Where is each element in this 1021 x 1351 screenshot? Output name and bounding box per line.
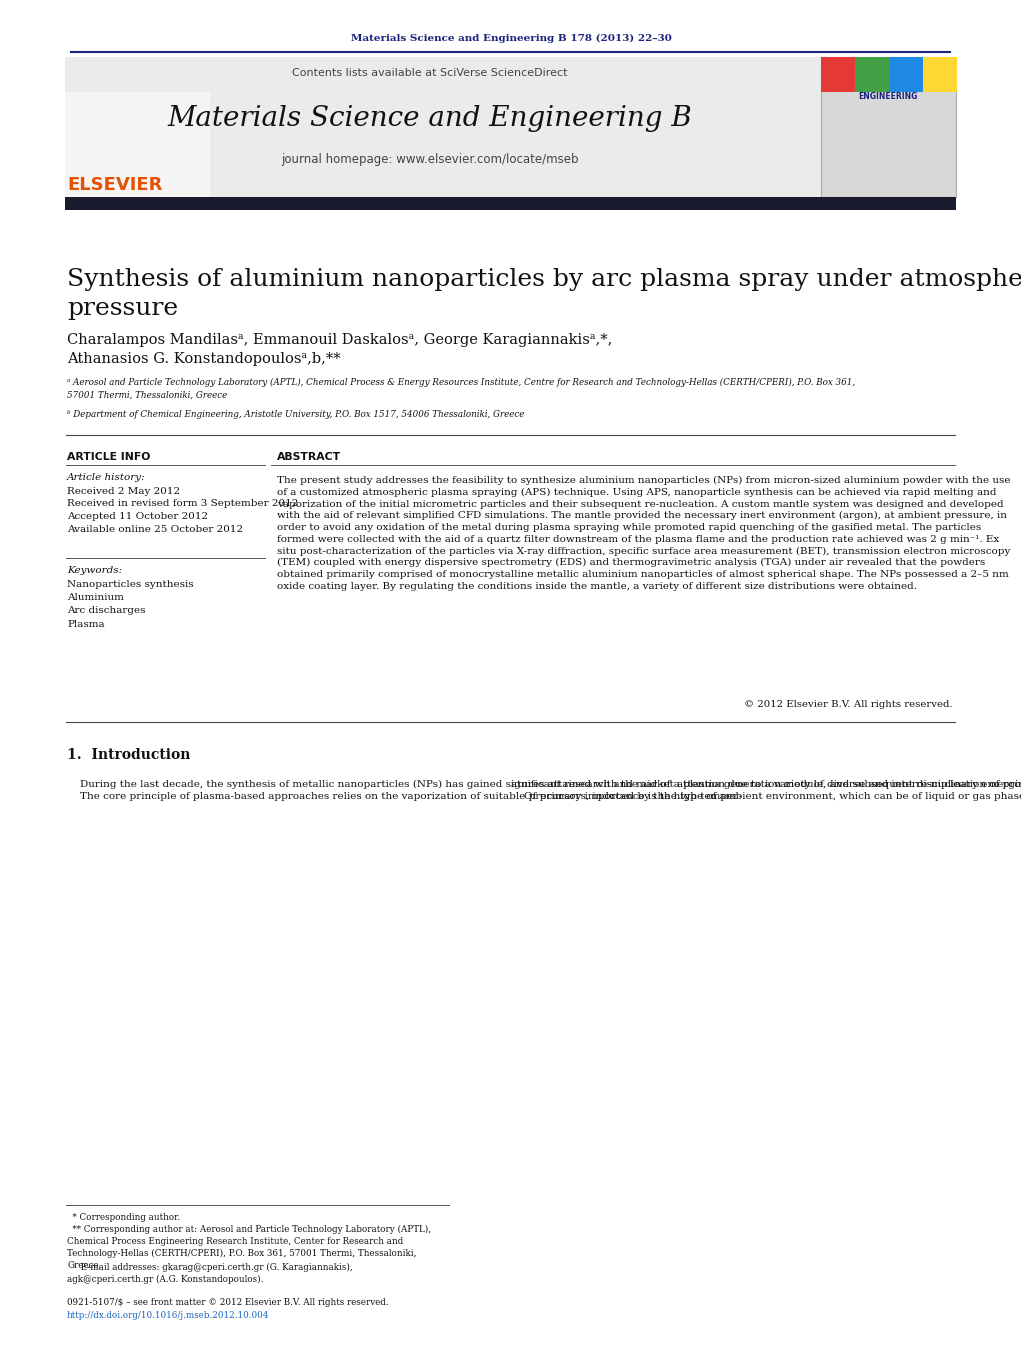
Text: ARTICLE INFO: ARTICLE INFO [67, 453, 150, 462]
Text: MATERIALS
SCIENCE &
ENGINEERING: MATERIALS SCIENCE & ENGINEERING [859, 69, 918, 101]
Text: Synthesis of aluminium nanoparticles by arc plasma spray under atmospheric
press: Synthesis of aluminium nanoparticles by … [67, 267, 1021, 320]
FancyBboxPatch shape [65, 197, 956, 209]
FancyBboxPatch shape [65, 57, 821, 197]
Text: Contents lists available at SciVerse ScienceDirect: Contents lists available at SciVerse Sci… [292, 68, 568, 78]
Text: Article history:: Article history: [67, 473, 146, 482]
FancyBboxPatch shape [821, 57, 956, 197]
FancyBboxPatch shape [923, 57, 957, 92]
Text: * Corresponding author.: * Corresponding author. [67, 1213, 180, 1223]
Text: agk@cperi.certh.gr (A.G. Konstandopoulos).: agk@cperi.certh.gr (A.G. Konstandopoulos… [67, 1275, 263, 1283]
Text: Charalampos Mandilasᵃ, Emmanouil Daskalosᵃ, George Karagiannakisᵃ,*,: Charalampos Mandilasᵃ, Emmanouil Daskalo… [67, 332, 613, 347]
Text: 0921-5107/$ – see front matter © 2012 Elsevier B.V. All rights reserved.: 0921-5107/$ – see front matter © 2012 El… [67, 1298, 389, 1306]
FancyBboxPatch shape [889, 57, 923, 92]
Text: ᵃ Aerosol and Particle Technology Laboratory (APTL), Chemical Process & Energy R: ᵃ Aerosol and Particle Technology Labora… [67, 378, 856, 400]
Text: Nanoparticles synthesis
Aluminium
Arc discharges
Plasma: Nanoparticles synthesis Aluminium Arc di… [67, 580, 194, 628]
Text: Received 2 May 2012
Received in revised form 3 September 2012
Accepted 11 Octobe: Received 2 May 2012 Received in revised … [67, 486, 298, 534]
Text: Keywords:: Keywords: [67, 566, 123, 576]
Text: journal homepage: www.elsevier.com/locate/mseb: journal homepage: www.elsevier.com/locat… [281, 154, 579, 166]
FancyBboxPatch shape [65, 92, 210, 197]
Text: ELSEVIER: ELSEVIER [67, 176, 162, 195]
Text: © 2012 Elsevier B.V. All rights reserved.: © 2012 Elsevier B.V. All rights reserved… [744, 700, 953, 709]
Text: ABSTRACT: ABSTRACT [277, 453, 341, 462]
Text: atures attained with the aid of a plasma generation module, and subsequent re-nu: atures attained with the aid of a plasma… [510, 780, 1021, 801]
Text: The present study addresses the feasibility to synthesize aluminium nanoparticle: The present study addresses the feasibil… [277, 476, 1011, 590]
Text: 1.  Introduction: 1. Introduction [67, 748, 190, 762]
Text: Athanasios G. Konstandopoulosᵃ,b,**: Athanasios G. Konstandopoulosᵃ,b,** [67, 353, 341, 366]
Text: ᵇ Department of Chemical Engineering, Aristotle University, P.O. Box 1517, 54006: ᵇ Department of Chemical Engineering, Ar… [67, 409, 525, 419]
Text: E-mail addresses: gkarag@cperi.certh.gr (G. Karagiannakis),: E-mail addresses: gkarag@cperi.certh.gr … [67, 1263, 352, 1273]
Text: Materials Science and Engineering B 178 (2013) 22–30: Materials Science and Engineering B 178 … [350, 34, 672, 43]
FancyBboxPatch shape [821, 57, 855, 92]
Text: During the last decade, the synthesis of metallic nanoparticles (NPs) has gained: During the last decade, the synthesis of… [67, 780, 1021, 801]
Text: Materials Science and Engineering B: Materials Science and Engineering B [167, 104, 692, 131]
Text: http://dx.doi.org/10.1016/j.mseb.2012.10.004: http://dx.doi.org/10.1016/j.mseb.2012.10… [67, 1310, 270, 1320]
FancyBboxPatch shape [855, 57, 889, 92]
Text: ** Corresponding author at: Aerosol and Particle Technology Laboratory (APTL),
C: ** Corresponding author at: Aerosol and … [67, 1225, 431, 1270]
